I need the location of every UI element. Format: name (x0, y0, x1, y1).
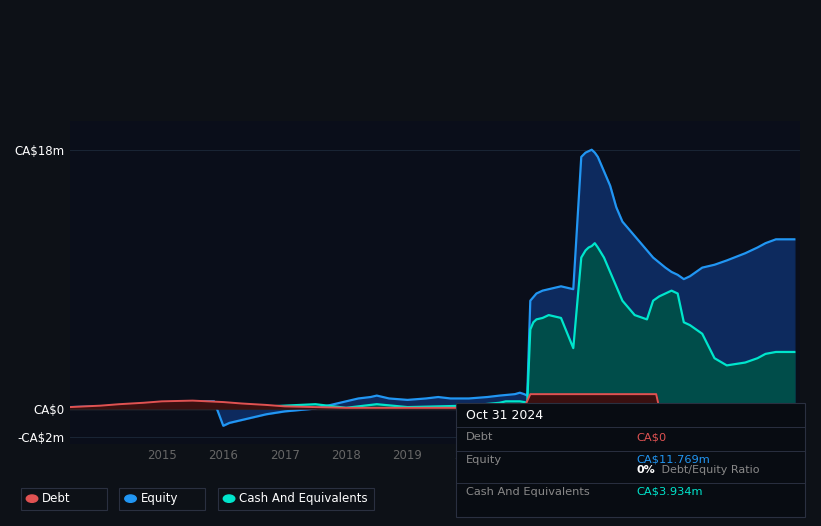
Text: CA$11.769m: CA$11.769m (636, 455, 710, 465)
Text: Debt: Debt (466, 432, 493, 442)
Text: Oct 31 2024: Oct 31 2024 (466, 409, 543, 422)
Text: CA$3.934m: CA$3.934m (636, 487, 703, 497)
Text: Cash And Equivalents: Cash And Equivalents (239, 492, 368, 505)
Text: Debt: Debt (42, 492, 71, 505)
Text: Equity: Equity (466, 455, 502, 465)
Text: CA$0: CA$0 (636, 432, 667, 442)
Text: 0%: 0% (636, 466, 655, 476)
Text: Debt/Equity Ratio: Debt/Equity Ratio (658, 466, 760, 476)
Text: Cash And Equivalents: Cash And Equivalents (466, 487, 589, 497)
Text: Equity: Equity (140, 492, 178, 505)
